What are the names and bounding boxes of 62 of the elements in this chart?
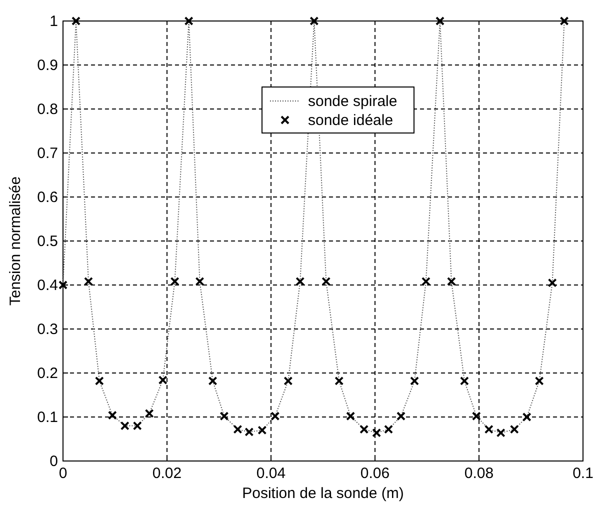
y-tick-label: 1 <box>50 13 58 30</box>
x-tick-label: 0.04 <box>256 465 286 482</box>
point <box>258 426 267 435</box>
point <box>208 376 218 386</box>
point <box>560 16 569 26</box>
y-tick-label: 0 <box>50 453 58 470</box>
x-tick-label: 0.06 <box>360 465 390 482</box>
y-tick-label: 0.4 <box>37 277 58 294</box>
y-tick-label: 0.3 <box>37 321 58 338</box>
legend-label: sonde spirale <box>308 93 398 110</box>
legend-label: sonde idéale <box>308 112 394 129</box>
point <box>460 376 469 386</box>
x-axis-title: Position de la sonde (m) <box>242 485 404 502</box>
point <box>421 276 430 286</box>
x-tick-label: 0.1 <box>572 465 594 482</box>
point <box>284 376 293 386</box>
point <box>522 412 532 422</box>
point <box>170 276 180 286</box>
y-tick-label: 0.1 <box>37 409 58 426</box>
point <box>534 376 544 386</box>
point <box>72 16 80 26</box>
point <box>310 16 319 26</box>
point <box>446 276 456 286</box>
point <box>346 412 356 421</box>
point <box>472 412 481 421</box>
y-tick-label: 0.7 <box>37 145 58 162</box>
point <box>510 424 519 434</box>
point <box>195 276 204 286</box>
point <box>548 278 557 288</box>
x-tick-label: 0.02 <box>152 465 182 482</box>
point <box>484 424 494 434</box>
point <box>120 421 130 430</box>
point <box>58 280 68 290</box>
line-series <box>62 20 565 434</box>
point <box>108 410 117 420</box>
point <box>84 276 93 286</box>
point <box>132 421 142 430</box>
point <box>244 427 254 436</box>
x-tick-label: 0.08 <box>464 465 494 482</box>
point <box>296 276 305 286</box>
point <box>372 428 382 438</box>
y-tick-label: 0.9 <box>37 57 58 74</box>
point <box>496 428 506 438</box>
point <box>334 376 344 386</box>
point <box>360 424 369 434</box>
point <box>396 412 406 421</box>
point <box>233 424 242 434</box>
y-tick-label: 0.6 <box>37 189 58 206</box>
point <box>410 376 420 386</box>
point <box>220 412 229 421</box>
point <box>158 376 168 385</box>
point <box>94 376 104 386</box>
y-tick-label: 0.2 <box>37 365 58 382</box>
y-tick-label: 0.8 <box>37 101 58 118</box>
point <box>144 408 154 418</box>
point <box>322 276 331 286</box>
y-axis-title: Tension normalisée <box>7 176 24 306</box>
y-tick-label: 0.5 <box>37 233 58 250</box>
point <box>436 16 444 26</box>
point <box>270 412 280 421</box>
point <box>184 16 194 26</box>
point <box>384 424 394 434</box>
